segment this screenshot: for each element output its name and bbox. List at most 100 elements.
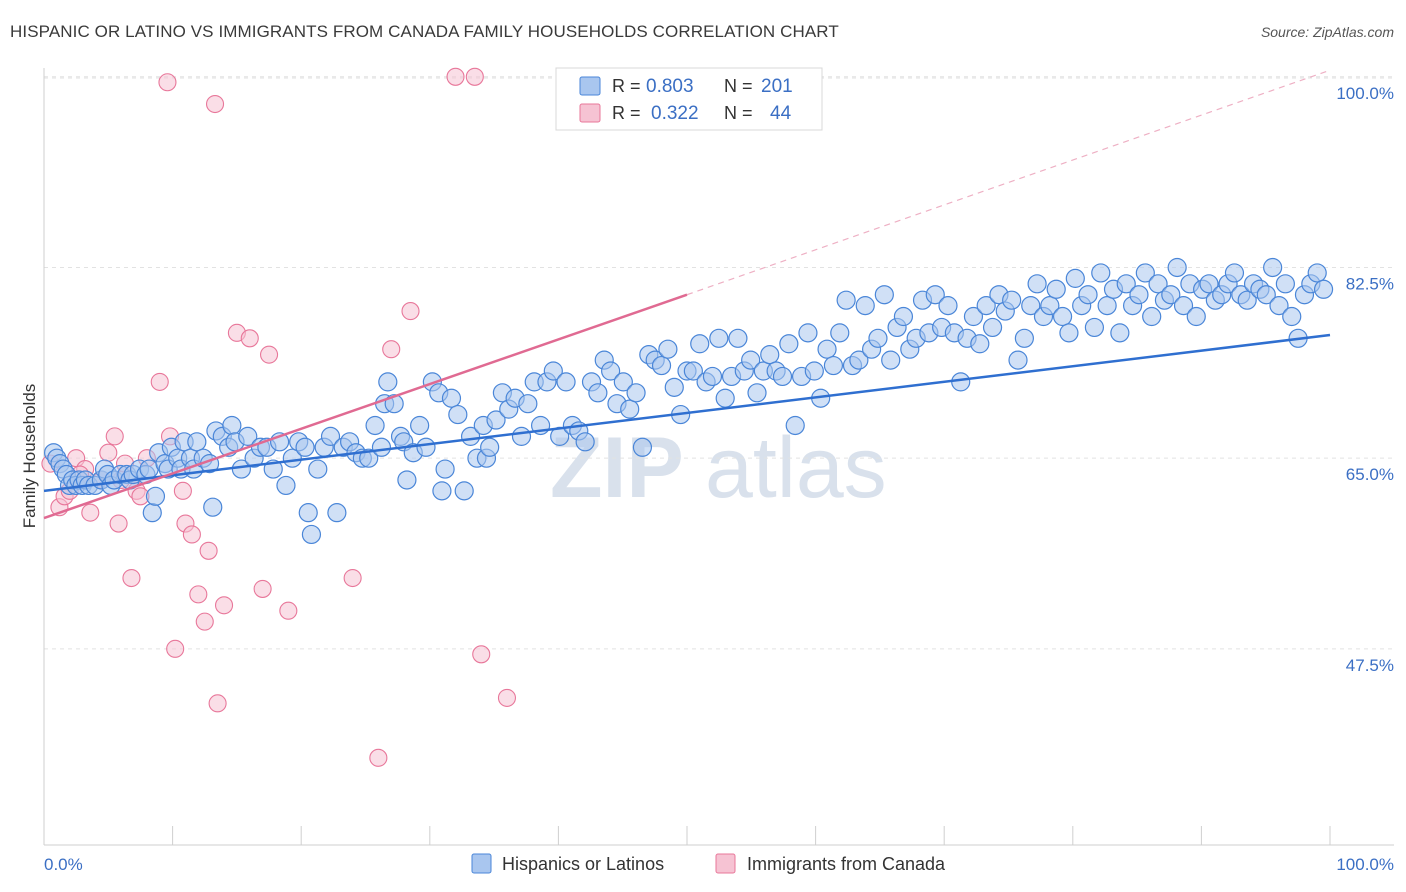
point-hispanic-94 bbox=[511, 426, 532, 446]
point-hispanic-106 bbox=[588, 383, 608, 403]
point-hispanic-25 bbox=[142, 503, 162, 523]
point-hispanic-80 bbox=[432, 481, 452, 501]
point-hispanic-193 bbox=[1142, 306, 1162, 327]
point-hispanic-126 bbox=[715, 388, 735, 408]
y-axis-label: Family Households bbox=[20, 384, 39, 529]
point-canada-30 bbox=[259, 345, 279, 364]
point-hispanic-144 bbox=[830, 323, 850, 343]
point-hispanic-128 bbox=[728, 328, 748, 348]
point-hispanic-81 bbox=[435, 459, 455, 479]
point-hispanic-179 bbox=[1052, 306, 1073, 327]
point-hispanic-116 bbox=[651, 355, 672, 376]
point-canada-26 bbox=[214, 596, 234, 615]
series-immigrants-from-canada bbox=[41, 67, 517, 767]
point-canada-18 bbox=[166, 639, 185, 658]
point-hispanic-148 bbox=[855, 296, 875, 316]
point-canada-6 bbox=[81, 503, 100, 522]
point-hispanic-43 bbox=[222, 415, 242, 436]
point-canada-41 bbox=[465, 67, 484, 86]
point-hispanic-130 bbox=[741, 350, 761, 370]
trend-canada-extension bbox=[686, 69, 1331, 296]
point-hispanic-66 bbox=[359, 448, 379, 468]
point-canada-23 bbox=[195, 612, 214, 631]
point-hispanic-118 bbox=[664, 377, 684, 397]
point-hispanic-219 bbox=[1307, 263, 1327, 283]
point-hispanic-161 bbox=[938, 296, 958, 316]
x-tick-max: 100.0% bbox=[1336, 855, 1394, 874]
trend-lines bbox=[43, 69, 1331, 520]
point-hispanic-178 bbox=[1046, 279, 1066, 299]
watermark: ZIP atlas bbox=[550, 420, 887, 516]
legend-swatch-pink bbox=[579, 103, 601, 123]
point-hispanic-84 bbox=[454, 481, 474, 501]
y-tick-labels: 47.5% 65.0% 82.5% 100.0% bbox=[1336, 84, 1394, 675]
point-hispanic-194 bbox=[1148, 274, 1168, 294]
point-hispanic-53 bbox=[282, 448, 302, 468]
point-hispanic-99 bbox=[543, 361, 563, 381]
point-hispanic-82 bbox=[441, 388, 462, 408]
point-hispanic-208 bbox=[1237, 290, 1257, 310]
point-hispanic-184 bbox=[1084, 317, 1105, 338]
point-hispanic-104 bbox=[575, 432, 595, 452]
point-hispanic-137 bbox=[785, 415, 805, 436]
point-canada-8 bbox=[99, 443, 118, 462]
stats-legend: R = 0.803 N = 201 R = 0.322 N = 44 bbox=[555, 67, 823, 131]
point-hispanic-101 bbox=[556, 372, 576, 392]
point-hispanic-211 bbox=[1256, 285, 1276, 305]
point-hispanic-200 bbox=[1186, 306, 1206, 327]
point-hispanic-215 bbox=[1282, 306, 1302, 327]
point-hispanic-57 bbox=[301, 524, 322, 545]
point-hispanic-143 bbox=[823, 355, 844, 376]
point-hispanic-192 bbox=[1135, 263, 1155, 283]
point-hispanic-214 bbox=[1275, 274, 1295, 294]
point-canada-10 bbox=[109, 514, 128, 533]
point-hispanic-111 bbox=[620, 399, 640, 419]
legend-swatch-blue bbox=[579, 76, 601, 96]
point-hispanic-159 bbox=[925, 285, 945, 305]
point-hispanic-213 bbox=[1269, 296, 1289, 316]
point-hispanic-58 bbox=[308, 459, 328, 479]
point-hispanic-46 bbox=[238, 426, 258, 446]
y-tick-label-0: 47.5% bbox=[1346, 656, 1394, 675]
point-hispanic-168 bbox=[982, 317, 1003, 338]
point-hispanic-117 bbox=[658, 339, 678, 359]
gridlines bbox=[44, 76, 1394, 650]
point-hispanic-124 bbox=[702, 366, 723, 387]
point-hispanic-163 bbox=[951, 372, 971, 392]
legend-n-pink: 44 bbox=[770, 103, 792, 124]
axes bbox=[43, 68, 1394, 846]
point-hispanic-202 bbox=[1199, 274, 1219, 294]
chart-title: HISPANIC OR LATINO VS IMMIGRANTS FROM CA… bbox=[10, 22, 839, 41]
point-hispanic-136 bbox=[779, 334, 799, 354]
point-hispanic-135 bbox=[772, 366, 793, 387]
point-hispanic-172 bbox=[1008, 350, 1028, 370]
series-hispanics-or-latinos bbox=[44, 257, 1334, 545]
y-tick-label-2: 82.5% bbox=[1346, 274, 1394, 293]
point-hispanic-77 bbox=[416, 437, 436, 457]
x-tick-min: 0.0% bbox=[44, 855, 83, 874]
point-hispanic-24 bbox=[139, 459, 159, 479]
point-hispanic-181 bbox=[1065, 268, 1085, 288]
point-hispanic-83 bbox=[448, 404, 468, 425]
point-hispanic-39 bbox=[203, 497, 223, 517]
point-hispanic-196 bbox=[1161, 285, 1181, 305]
point-canada-31 bbox=[279, 601, 298, 620]
point-canada-16 bbox=[150, 372, 169, 391]
point-canada-37 bbox=[497, 688, 517, 707]
point-hispanic-95 bbox=[518, 394, 538, 414]
point-canada-35 bbox=[401, 302, 420, 321]
bottom-legend-swatch-blue bbox=[471, 853, 492, 874]
point-hispanic-90 bbox=[486, 410, 506, 430]
point-canada-33 bbox=[369, 748, 388, 767]
legend-n-blue: 201 bbox=[761, 76, 793, 97]
x-minor-ticks bbox=[43, 826, 1331, 845]
point-hispanic-56 bbox=[298, 503, 318, 523]
point-hispanic-151 bbox=[874, 285, 894, 305]
point-hispanic-131 bbox=[747, 383, 767, 403]
point-hispanic-110 bbox=[613, 372, 633, 392]
legend-n-label-2: N = bbox=[724, 103, 753, 123]
point-hispanic-142 bbox=[817, 339, 837, 359]
point-hispanic-185 bbox=[1091, 263, 1111, 283]
series-legend: Hispanics or Latinos Immigrants from Can… bbox=[471, 853, 946, 874]
